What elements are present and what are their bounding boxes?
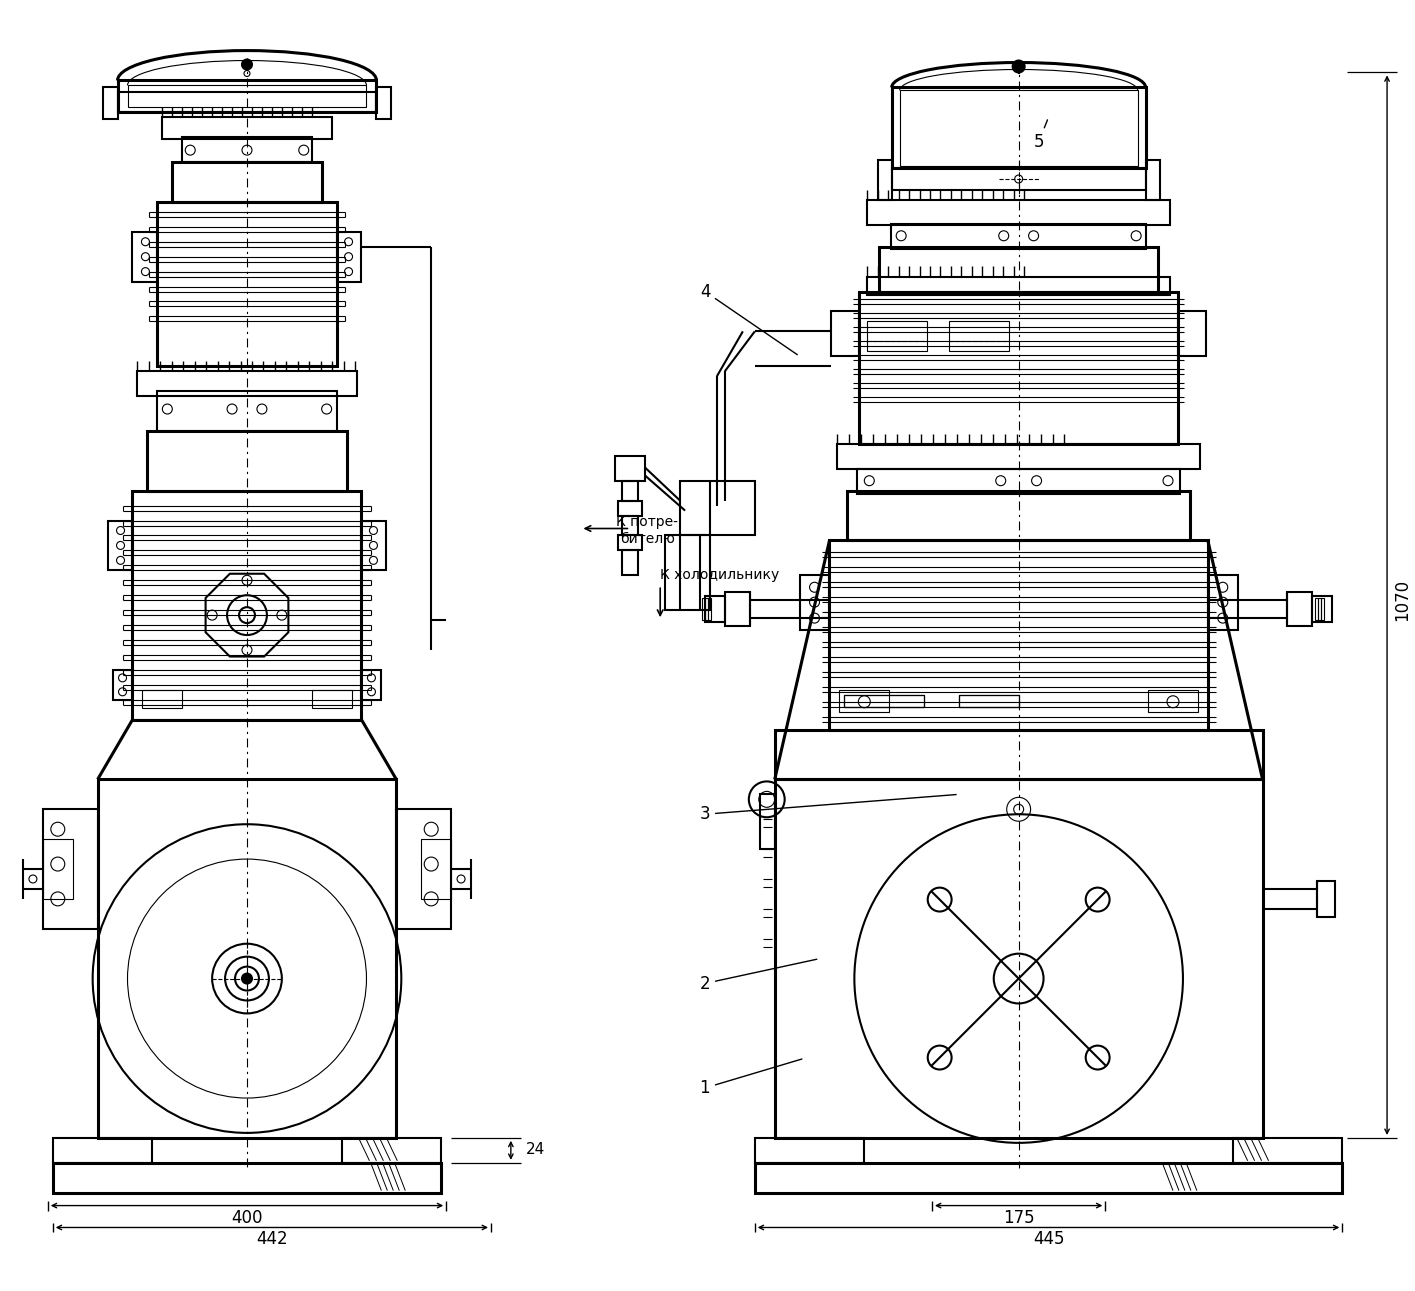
Bar <box>774 729 1262 780</box>
Bar <box>959 695 1019 706</box>
Bar <box>949 321 1009 351</box>
Bar <box>839 689 889 711</box>
Bar <box>838 444 1200 469</box>
Text: К потре-
бителю: К потре- бителю <box>617 515 678 546</box>
Bar <box>829 541 1208 729</box>
Bar <box>311 689 351 707</box>
Bar <box>127 85 366 107</box>
Text: 24: 24 <box>526 1143 545 1157</box>
Bar <box>879 247 1157 292</box>
Bar <box>867 276 1170 294</box>
Bar <box>900 90 1138 167</box>
Bar <box>702 598 705 620</box>
Bar <box>724 593 750 626</box>
Bar <box>754 1137 865 1163</box>
Bar <box>705 598 708 620</box>
Bar <box>623 480 638 501</box>
Circle shape <box>242 59 252 70</box>
Text: 3: 3 <box>699 794 957 824</box>
Bar <box>42 809 98 928</box>
Bar <box>959 695 1019 706</box>
Bar <box>1208 576 1238 630</box>
Text: 1070: 1070 <box>1392 580 1411 621</box>
Bar <box>867 200 1170 225</box>
Bar <box>1148 689 1199 711</box>
Bar <box>376 88 392 119</box>
Bar <box>1146 160 1160 200</box>
Circle shape <box>1013 61 1024 72</box>
Bar <box>665 536 710 611</box>
Bar <box>147 431 347 491</box>
Bar <box>183 137 311 163</box>
Bar <box>396 809 451 928</box>
Bar <box>845 695 924 706</box>
Bar <box>623 515 638 536</box>
Bar <box>681 480 754 536</box>
Bar <box>173 163 321 201</box>
Bar <box>774 780 1262 1137</box>
Bar <box>98 780 396 1137</box>
Bar <box>157 391 337 431</box>
Text: 4: 4 <box>700 283 797 355</box>
Bar <box>760 794 774 849</box>
Bar <box>845 695 924 706</box>
Bar <box>422 839 451 899</box>
Bar <box>163 117 331 139</box>
Bar <box>705 596 724 622</box>
Bar <box>618 536 642 550</box>
Bar <box>1232 1137 1343 1163</box>
Bar <box>1288 593 1312 626</box>
Bar <box>113 670 133 700</box>
Text: 5: 5 <box>1033 120 1047 151</box>
Bar <box>137 372 357 396</box>
Bar <box>859 292 1177 444</box>
Bar <box>157 201 337 367</box>
Text: 2: 2 <box>699 959 816 993</box>
Bar <box>891 223 1146 249</box>
Bar <box>754 1163 1343 1193</box>
Bar <box>361 670 382 700</box>
Bar <box>848 491 1190 541</box>
Bar <box>133 232 157 281</box>
Bar <box>893 88 1146 168</box>
Text: 175: 175 <box>1003 1208 1034 1226</box>
Bar <box>857 469 1180 493</box>
Bar <box>879 160 893 200</box>
Text: 442: 442 <box>256 1230 287 1248</box>
Bar <box>143 689 183 707</box>
Bar <box>1319 598 1322 620</box>
Bar <box>1316 598 1319 620</box>
Bar <box>799 576 829 630</box>
Circle shape <box>242 973 252 984</box>
Bar <box>117 80 376 112</box>
Bar <box>133 491 361 719</box>
Bar <box>1312 596 1333 622</box>
Text: 445: 445 <box>1033 1230 1064 1248</box>
Bar <box>103 88 117 119</box>
Bar <box>42 839 72 899</box>
Bar <box>616 456 645 480</box>
Bar <box>867 321 927 351</box>
Bar <box>1322 598 1324 620</box>
Bar <box>845 695 924 706</box>
Bar <box>959 695 1019 706</box>
Bar <box>832 311 859 356</box>
Bar <box>1317 880 1336 917</box>
Bar <box>623 550 638 576</box>
Text: 400: 400 <box>231 1208 263 1226</box>
Bar <box>361 520 386 571</box>
Bar <box>1177 311 1206 356</box>
Bar <box>708 598 710 620</box>
Text: 1: 1 <box>699 1059 802 1097</box>
Bar <box>117 93 376 112</box>
Bar <box>618 501 642 515</box>
Bar <box>337 232 361 281</box>
Bar <box>893 168 1146 190</box>
Bar <box>52 1137 153 1163</box>
Bar <box>52 1163 441 1193</box>
Text: К холодильнику: К холодильнику <box>661 568 780 582</box>
Bar <box>108 520 133 571</box>
Bar <box>341 1137 441 1163</box>
